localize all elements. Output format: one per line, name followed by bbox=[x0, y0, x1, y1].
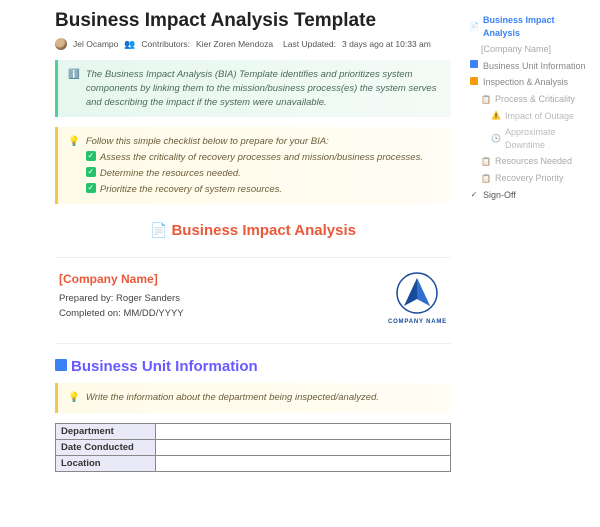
nav-company[interactable]: [Company Name] bbox=[469, 41, 592, 58]
clipboard-icon: 📋 bbox=[481, 94, 491, 105]
page-title: Business Impact Analysis Template bbox=[55, 10, 451, 32]
warning-icon: ⚠️ bbox=[491, 110, 501, 121]
clipboard-icon: 📋 bbox=[481, 156, 491, 167]
updated-value: 3 days ago at 10:33 am bbox=[342, 39, 431, 49]
table-label: Date Conducted bbox=[56, 440, 156, 456]
prepared-by: Prepared by: Roger Sanders bbox=[59, 292, 184, 306]
square-orange-icon bbox=[469, 77, 479, 88]
table-cell[interactable] bbox=[156, 424, 451, 440]
checklist-item: ✓ Determine the resources needed. bbox=[86, 167, 423, 181]
outline-sidebar: 📄 Business Impact Analysis [Company Name… bbox=[465, 0, 600, 527]
check-icon: ✓ bbox=[86, 183, 96, 193]
author-name: Jel Ocampo bbox=[73, 39, 118, 49]
table-row: Department bbox=[56, 424, 451, 440]
table-label: Location bbox=[56, 456, 156, 472]
square-blue-icon bbox=[469, 60, 479, 71]
logo-label: COMPANY NAME bbox=[388, 319, 447, 325]
nav-signoff[interactable]: ✓ Sign-Off bbox=[469, 187, 592, 204]
check-icon: ✓ bbox=[86, 167, 96, 177]
nav-process[interactable]: 📋 Process & Criticality bbox=[469, 91, 592, 108]
document-icon: 📄 bbox=[150, 222, 167, 238]
company-name: [Company Name] bbox=[59, 272, 184, 286]
table-row: Date Conducted bbox=[56, 440, 451, 456]
nav-downtime[interactable]: 🕒 Approximate Downtime bbox=[469, 124, 592, 153]
nav-bia[interactable]: 📄 Business Impact Analysis bbox=[469, 12, 592, 41]
bulb-icon: 💡 bbox=[68, 391, 80, 405]
table-label: Department bbox=[56, 424, 156, 440]
table-cell[interactable] bbox=[156, 456, 451, 472]
nav-unit[interactable]: Business Unit Information bbox=[469, 58, 592, 75]
checklist-body: Follow this simple checklist below to pr… bbox=[86, 135, 423, 196]
unit-callout: 💡 Write the information about the depart… bbox=[55, 383, 451, 413]
updated-label: Last Updated: bbox=[283, 39, 336, 49]
section-bia-title: 📄Business Impact Analysis bbox=[55, 222, 451, 239]
check-icon: ✓ bbox=[86, 151, 96, 161]
company-text: [Company Name] Prepared by: Roger Sander… bbox=[59, 272, 184, 321]
info-table: Department Date Conducted Location bbox=[55, 423, 451, 472]
checklist-item: ✓ Prioritize the recovery of system reso… bbox=[86, 183, 423, 197]
nav-inspect[interactable]: Inspection & Analysis bbox=[469, 74, 592, 91]
section-unit-title: Business Unit Information bbox=[55, 358, 451, 375]
document-main: Business Impact Analysis Template Jel Oc… bbox=[0, 0, 465, 527]
clipboard-icon: 📋 bbox=[481, 173, 491, 184]
checklist-callout: 💡 Follow this simple checklist below to … bbox=[55, 127, 451, 204]
contributors-label: Contributors: bbox=[141, 39, 190, 49]
table-cell[interactable] bbox=[156, 440, 451, 456]
intro-text: The Business Impact Analysis (BIA) Templ… bbox=[86, 68, 441, 109]
square-blue-icon bbox=[55, 358, 67, 374]
clock-icon: 🕒 bbox=[491, 133, 501, 144]
doc-icon: 📄 bbox=[469, 21, 479, 32]
divider bbox=[55, 343, 451, 344]
nav-resources[interactable]: 📋 Resources Needed bbox=[469, 153, 592, 170]
nav-impact[interactable]: ⚠️ Impact of Outage bbox=[469, 108, 592, 125]
checklist-item: ✓ Assess the criticality of recovery pro… bbox=[86, 151, 423, 165]
checklist-lead: Follow this simple checklist below to pr… bbox=[86, 135, 423, 149]
completed-on: Completed on: MM/DD/YYYY bbox=[59, 307, 184, 321]
divider bbox=[55, 257, 451, 258]
avatar bbox=[55, 38, 67, 50]
table-row: Location bbox=[56, 456, 451, 472]
logo-icon bbox=[394, 272, 440, 314]
company-block: [Company Name] Prepared by: Roger Sander… bbox=[55, 270, 451, 331]
company-logo: COMPANY NAME bbox=[388, 272, 447, 325]
contributors-name: Kier Zoren Mendoza bbox=[196, 39, 273, 49]
check-icon: ✓ bbox=[469, 189, 479, 200]
unit-callout-text: Write the information about the departme… bbox=[86, 391, 379, 405]
nav-priority[interactable]: 📋 Recovery Priority bbox=[469, 170, 592, 187]
info-icon: ℹ️ bbox=[68, 68, 80, 109]
meta-row: Jel Ocampo 👥 Contributors: Kier Zoren Me… bbox=[55, 38, 451, 50]
bulb-icon: 💡 bbox=[68, 135, 80, 196]
intro-callout: ℹ️ The Business Impact Analysis (BIA) Te… bbox=[55, 60, 451, 117]
contributors-icon: 👥 bbox=[124, 39, 135, 50]
